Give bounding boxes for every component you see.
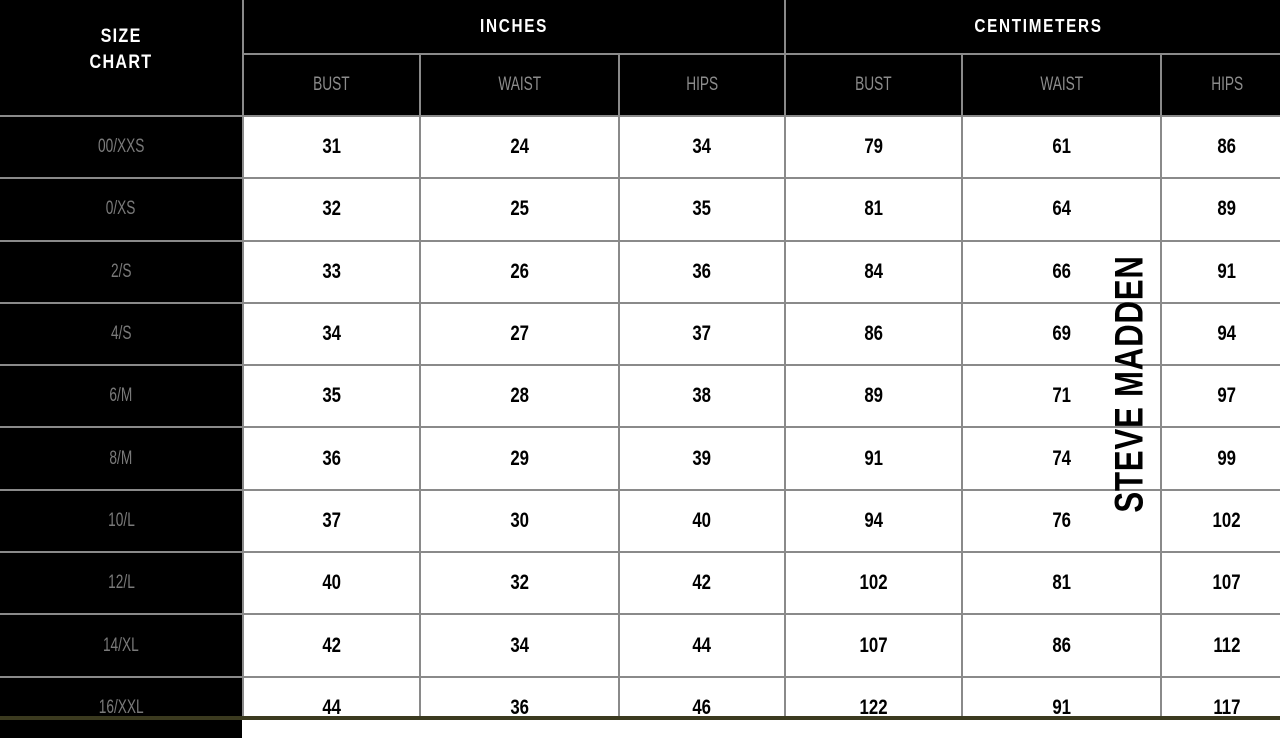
bottom-border xyxy=(0,716,1280,720)
measurement-cell: 69 xyxy=(963,303,1160,365)
size-label: 10/L xyxy=(0,490,242,552)
measurement-cell: 79 xyxy=(786,117,961,178)
measurement-cell: 81 xyxy=(786,179,961,240)
measurement-cell: 37 xyxy=(620,303,784,365)
measurement-cell: 40 xyxy=(244,553,419,614)
size-label: 12/L xyxy=(0,553,242,614)
column-header-waist: WAIST xyxy=(421,55,618,115)
measurement-cell: 42 xyxy=(244,615,419,676)
measurement-cell: 40 xyxy=(620,490,784,552)
column-header-bust: BUST xyxy=(786,55,961,115)
measurement-cell: 34 xyxy=(244,303,419,365)
measurement-cell: 112 xyxy=(1162,615,1280,676)
measurement-cell: 39 xyxy=(620,428,784,489)
measurement-cell: 86 xyxy=(786,303,961,365)
measurement-cell: 29 xyxy=(421,428,618,489)
measurement-cell: 76 xyxy=(963,490,1160,552)
measurement-cell: 26 xyxy=(421,241,618,302)
measurement-cell: 107 xyxy=(786,615,961,676)
measurement-cell: 35 xyxy=(244,366,419,427)
size-label: 16/XXL xyxy=(0,677,242,738)
measurement-cell: 102 xyxy=(1162,490,1280,552)
measurement-cell: 71 xyxy=(963,366,1160,427)
measurement-cell: 89 xyxy=(1162,179,1280,240)
measurement-cell: 37 xyxy=(244,490,419,552)
size-label: 6/M xyxy=(0,366,242,427)
title-line-1: SIZE xyxy=(100,26,142,47)
measurement-cell: 33 xyxy=(244,241,419,302)
measurement-cell: 36 xyxy=(244,428,419,489)
column-header-hips: HIPS xyxy=(1162,55,1280,115)
measurement-cell: 34 xyxy=(620,117,784,178)
size-label: 8/M xyxy=(0,428,242,489)
measurement-cell: 84 xyxy=(786,241,961,302)
measurement-cell: 28 xyxy=(421,366,618,427)
measurement-cell: 91 xyxy=(963,677,1160,738)
size-chart-title: SIZE CHART xyxy=(0,0,242,115)
measurement-cell: 81 xyxy=(963,553,1160,614)
group-header-centimeters: CENTIMETERS xyxy=(786,0,1280,53)
measurement-cell: 34 xyxy=(421,615,618,676)
measurement-cell: 32 xyxy=(244,179,419,240)
measurement-cell: 122 xyxy=(786,677,961,738)
measurement-cell: 86 xyxy=(963,615,1160,676)
measurement-cell: 44 xyxy=(620,615,784,676)
size-label: 4/S xyxy=(0,303,242,365)
measurement-cell: 35 xyxy=(620,179,784,240)
measurement-cell: 42 xyxy=(620,553,784,614)
measurement-cell: 61 xyxy=(963,117,1160,178)
column-header-hips: HIPS xyxy=(620,55,784,115)
size-label: 2/S xyxy=(0,241,242,302)
measurement-cell: 94 xyxy=(786,490,961,552)
measurement-cell: 91 xyxy=(1162,241,1280,302)
measurement-cell: 102 xyxy=(786,553,961,614)
measurement-cell: 94 xyxy=(1162,303,1280,365)
measurement-cell: 27 xyxy=(421,303,618,365)
group-header-inches: INCHES xyxy=(244,0,784,53)
size-label: 14/XL xyxy=(0,615,242,676)
column-header-waist: WAIST xyxy=(963,55,1160,115)
size-label: 0/XS xyxy=(0,179,242,240)
column-header-bust: BUST xyxy=(244,55,419,115)
measurement-cell: 86 xyxy=(1162,117,1280,178)
measurement-cell: 32 xyxy=(421,553,618,614)
measurement-cell: 38 xyxy=(620,366,784,427)
measurement-cell: 64 xyxy=(963,179,1160,240)
measurement-cell: 91 xyxy=(786,428,961,489)
measurement-cell: 44 xyxy=(244,677,419,738)
measurement-cell: 99 xyxy=(1162,428,1280,489)
measurement-cell: 74 xyxy=(963,428,1160,489)
measurement-cell: 107 xyxy=(1162,553,1280,614)
measurement-cell: 24 xyxy=(421,117,618,178)
measurement-cell: 36 xyxy=(421,677,618,738)
title-line-2: CHART xyxy=(89,52,153,73)
measurement-cell: 89 xyxy=(786,366,961,427)
measurement-cell: 30 xyxy=(421,490,618,552)
measurement-cell: 66 xyxy=(963,241,1160,302)
measurement-cell: 46 xyxy=(620,677,784,738)
measurement-cell: 25 xyxy=(421,179,618,240)
measurement-cell: 117 xyxy=(1162,677,1280,738)
steve-madden-logo: STEVE MADDEN xyxy=(1107,255,1152,513)
measurement-cell: 31 xyxy=(244,117,419,178)
size-label: 00/XXS xyxy=(0,117,242,178)
measurement-cell: 36 xyxy=(620,241,784,302)
measurement-cell: 97 xyxy=(1162,366,1280,427)
